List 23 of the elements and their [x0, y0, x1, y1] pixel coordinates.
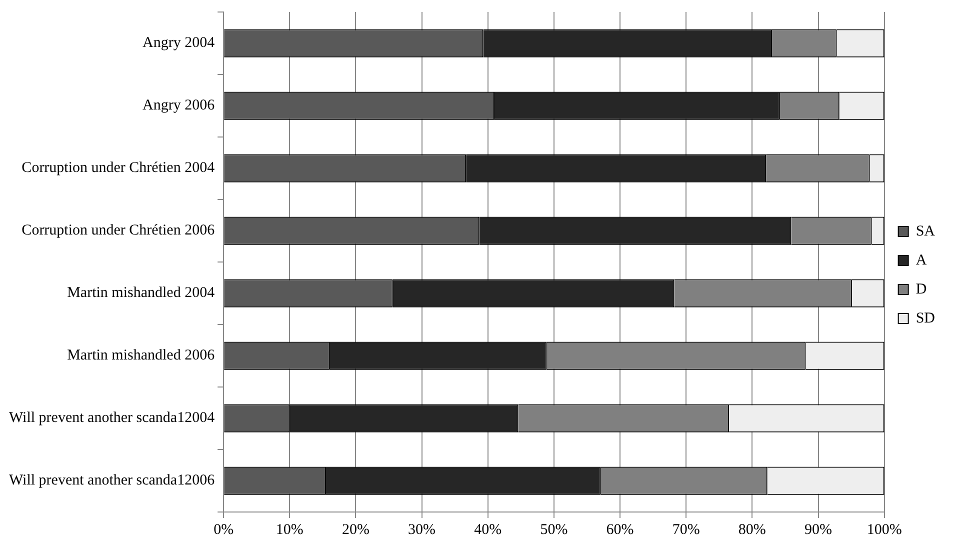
y-tick-label: Corruption under Chrétien 2004	[22, 160, 216, 176]
y-tick-label: Will prevent another scanda12004	[9, 410, 216, 426]
x-tick-label: 40%	[474, 522, 502, 538]
x-tick-label: 70%	[672, 522, 700, 538]
y-tick-label: Martin mishandled 2006	[67, 348, 216, 364]
y-tick-label: Will prevent another scanda12006	[9, 472, 216, 489]
legend-label: D	[916, 281, 927, 298]
y-tick-label: Martin mishandled 2004	[67, 285, 216, 302]
x-tick-label: 0%	[214, 522, 234, 538]
x-tick-label: 100%	[866, 522, 902, 538]
y-tick-label: Angry 2004	[142, 35, 216, 52]
x-tick-label: 50%	[540, 522, 568, 538]
legend-label: SD	[916, 310, 936, 326]
legend-label: SA	[916, 223, 936, 240]
x-tick-label: 80%	[738, 522, 766, 538]
legend-label: A	[916, 252, 927, 268]
x-tick-label: 30%	[408, 522, 436, 538]
y-tick-label: Corruption under Chrétien 2006	[22, 222, 216, 239]
y-tick-label: Angry 2006	[142, 98, 216, 114]
x-tick-label: 60%	[606, 522, 634, 538]
x-tick-label: 90%	[804, 522, 832, 538]
x-tick-label: 10%	[276, 522, 304, 538]
x-tick-label: 20%	[342, 522, 370, 538]
